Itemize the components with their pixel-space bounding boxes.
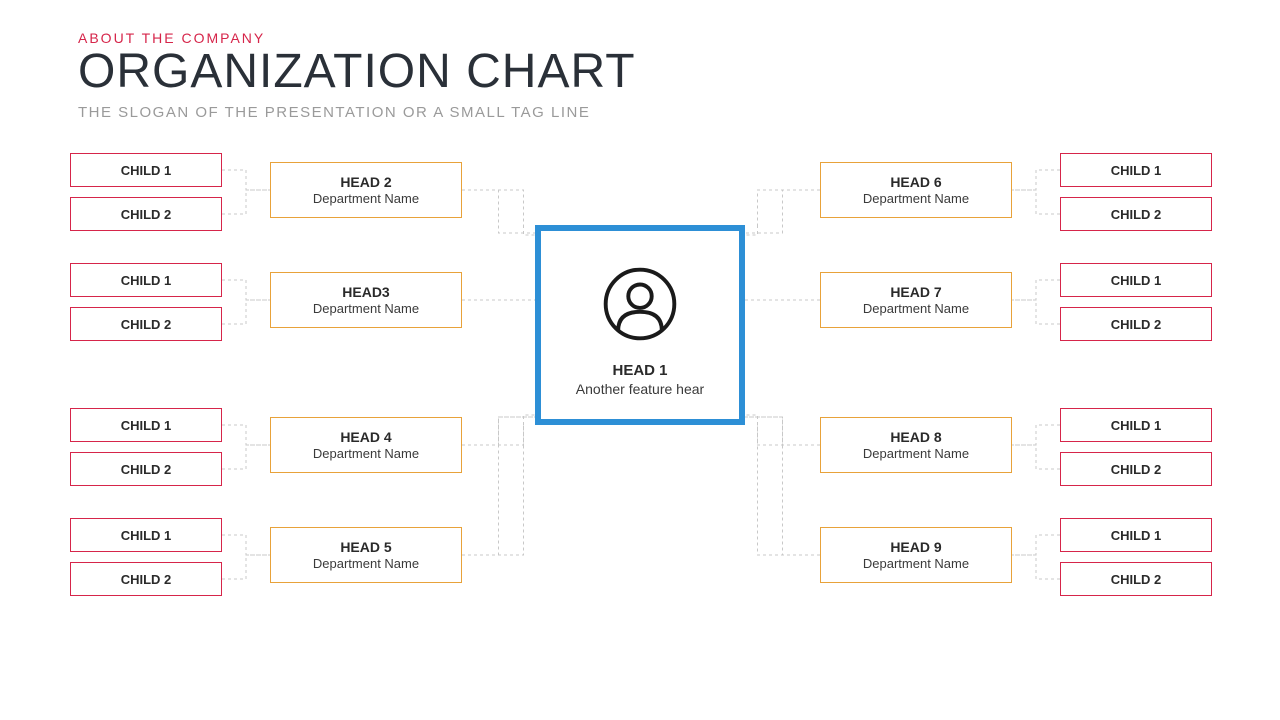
child-label: CHILD 2: [121, 572, 172, 587]
head-title: HEAD 4: [340, 429, 391, 445]
right-head-0: HEAD 6Department Name: [820, 162, 1012, 218]
header: ABOUT THE COMPANY ORGANIZATION CHART THE…: [78, 30, 636, 121]
eyebrow: ABOUT THE COMPANY: [78, 30, 636, 46]
right-child-3-0: CHILD 1: [1060, 518, 1212, 552]
child-label: CHILD 2: [1111, 317, 1162, 332]
child-label: CHILD 1: [121, 418, 172, 433]
child-label: CHILD 1: [1111, 273, 1162, 288]
left-child-2-1: CHILD 2: [70, 452, 222, 486]
child-label: CHILD 2: [121, 317, 172, 332]
head-subtitle: Department Name: [863, 301, 969, 316]
head-subtitle: Department Name: [863, 191, 969, 206]
head-subtitle: Department Name: [863, 446, 969, 461]
left-child-3-1: CHILD 2: [70, 562, 222, 596]
child-label: CHILD 1: [121, 528, 172, 543]
child-label: CHILD 1: [1111, 528, 1162, 543]
child-label: CHILD 2: [121, 207, 172, 222]
right-child-0-0: CHILD 1: [1060, 153, 1212, 187]
right-head-3: HEAD 9Department Name: [820, 527, 1012, 583]
right-child-3-1: CHILD 2: [1060, 562, 1212, 596]
left-child-0-0: CHILD 1: [70, 153, 222, 187]
right-child-0-1: CHILD 2: [1060, 197, 1212, 231]
head-subtitle: Department Name: [313, 556, 419, 571]
head-title: HEAD 7: [890, 284, 941, 300]
child-label: CHILD 1: [1111, 418, 1162, 433]
left-head-0: HEAD 2Department Name: [270, 162, 462, 218]
child-label: CHILD 2: [121, 462, 172, 477]
head-subtitle: Department Name: [863, 556, 969, 571]
head-subtitle: Department Name: [313, 191, 419, 206]
child-label: CHILD 1: [121, 163, 172, 178]
right-child-2-1: CHILD 2: [1060, 452, 1212, 486]
center-head-node: HEAD 1 Another feature hear: [535, 225, 745, 425]
page-title: ORGANIZATION CHART: [78, 48, 636, 96]
head-title: HEAD 8: [890, 429, 941, 445]
child-label: CHILD 2: [1111, 572, 1162, 587]
left-child-3-0: CHILD 1: [70, 518, 222, 552]
head-title: HEAD3: [342, 284, 389, 300]
right-head-1: HEAD 7Department Name: [820, 272, 1012, 328]
subtitle: THE SLOGAN OF THE PRESENTATION OR A SMAL…: [78, 104, 636, 121]
left-head-2: HEAD 4Department Name: [270, 417, 462, 473]
head-title: HEAD 2: [340, 174, 391, 190]
head-title: HEAD 5: [340, 539, 391, 555]
left-head-1: HEAD3Department Name: [270, 272, 462, 328]
head-title: HEAD 9: [890, 539, 941, 555]
head-title: HEAD 6: [890, 174, 941, 190]
left-child-2-0: CHILD 1: [70, 408, 222, 442]
center-title: HEAD 1: [612, 362, 667, 379]
right-head-2: HEAD 8Department Name: [820, 417, 1012, 473]
center-subtitle: Another feature hear: [576, 381, 704, 397]
right-child-1-1: CHILD 2: [1060, 307, 1212, 341]
child-label: CHILD 2: [1111, 462, 1162, 477]
person-circle-icon: [601, 265, 679, 348]
right-child-1-0: CHILD 1: [1060, 263, 1212, 297]
head-subtitle: Department Name: [313, 446, 419, 461]
left-head-3: HEAD 5Department Name: [270, 527, 462, 583]
left-child-0-1: CHILD 2: [70, 197, 222, 231]
child-label: CHILD 1: [1111, 163, 1162, 178]
child-label: CHILD 2: [1111, 207, 1162, 222]
head-subtitle: Department Name: [313, 301, 419, 316]
right-child-2-0: CHILD 1: [1060, 408, 1212, 442]
left-child-1-0: CHILD 1: [70, 263, 222, 297]
child-label: CHILD 1: [121, 273, 172, 288]
left-child-1-1: CHILD 2: [70, 307, 222, 341]
